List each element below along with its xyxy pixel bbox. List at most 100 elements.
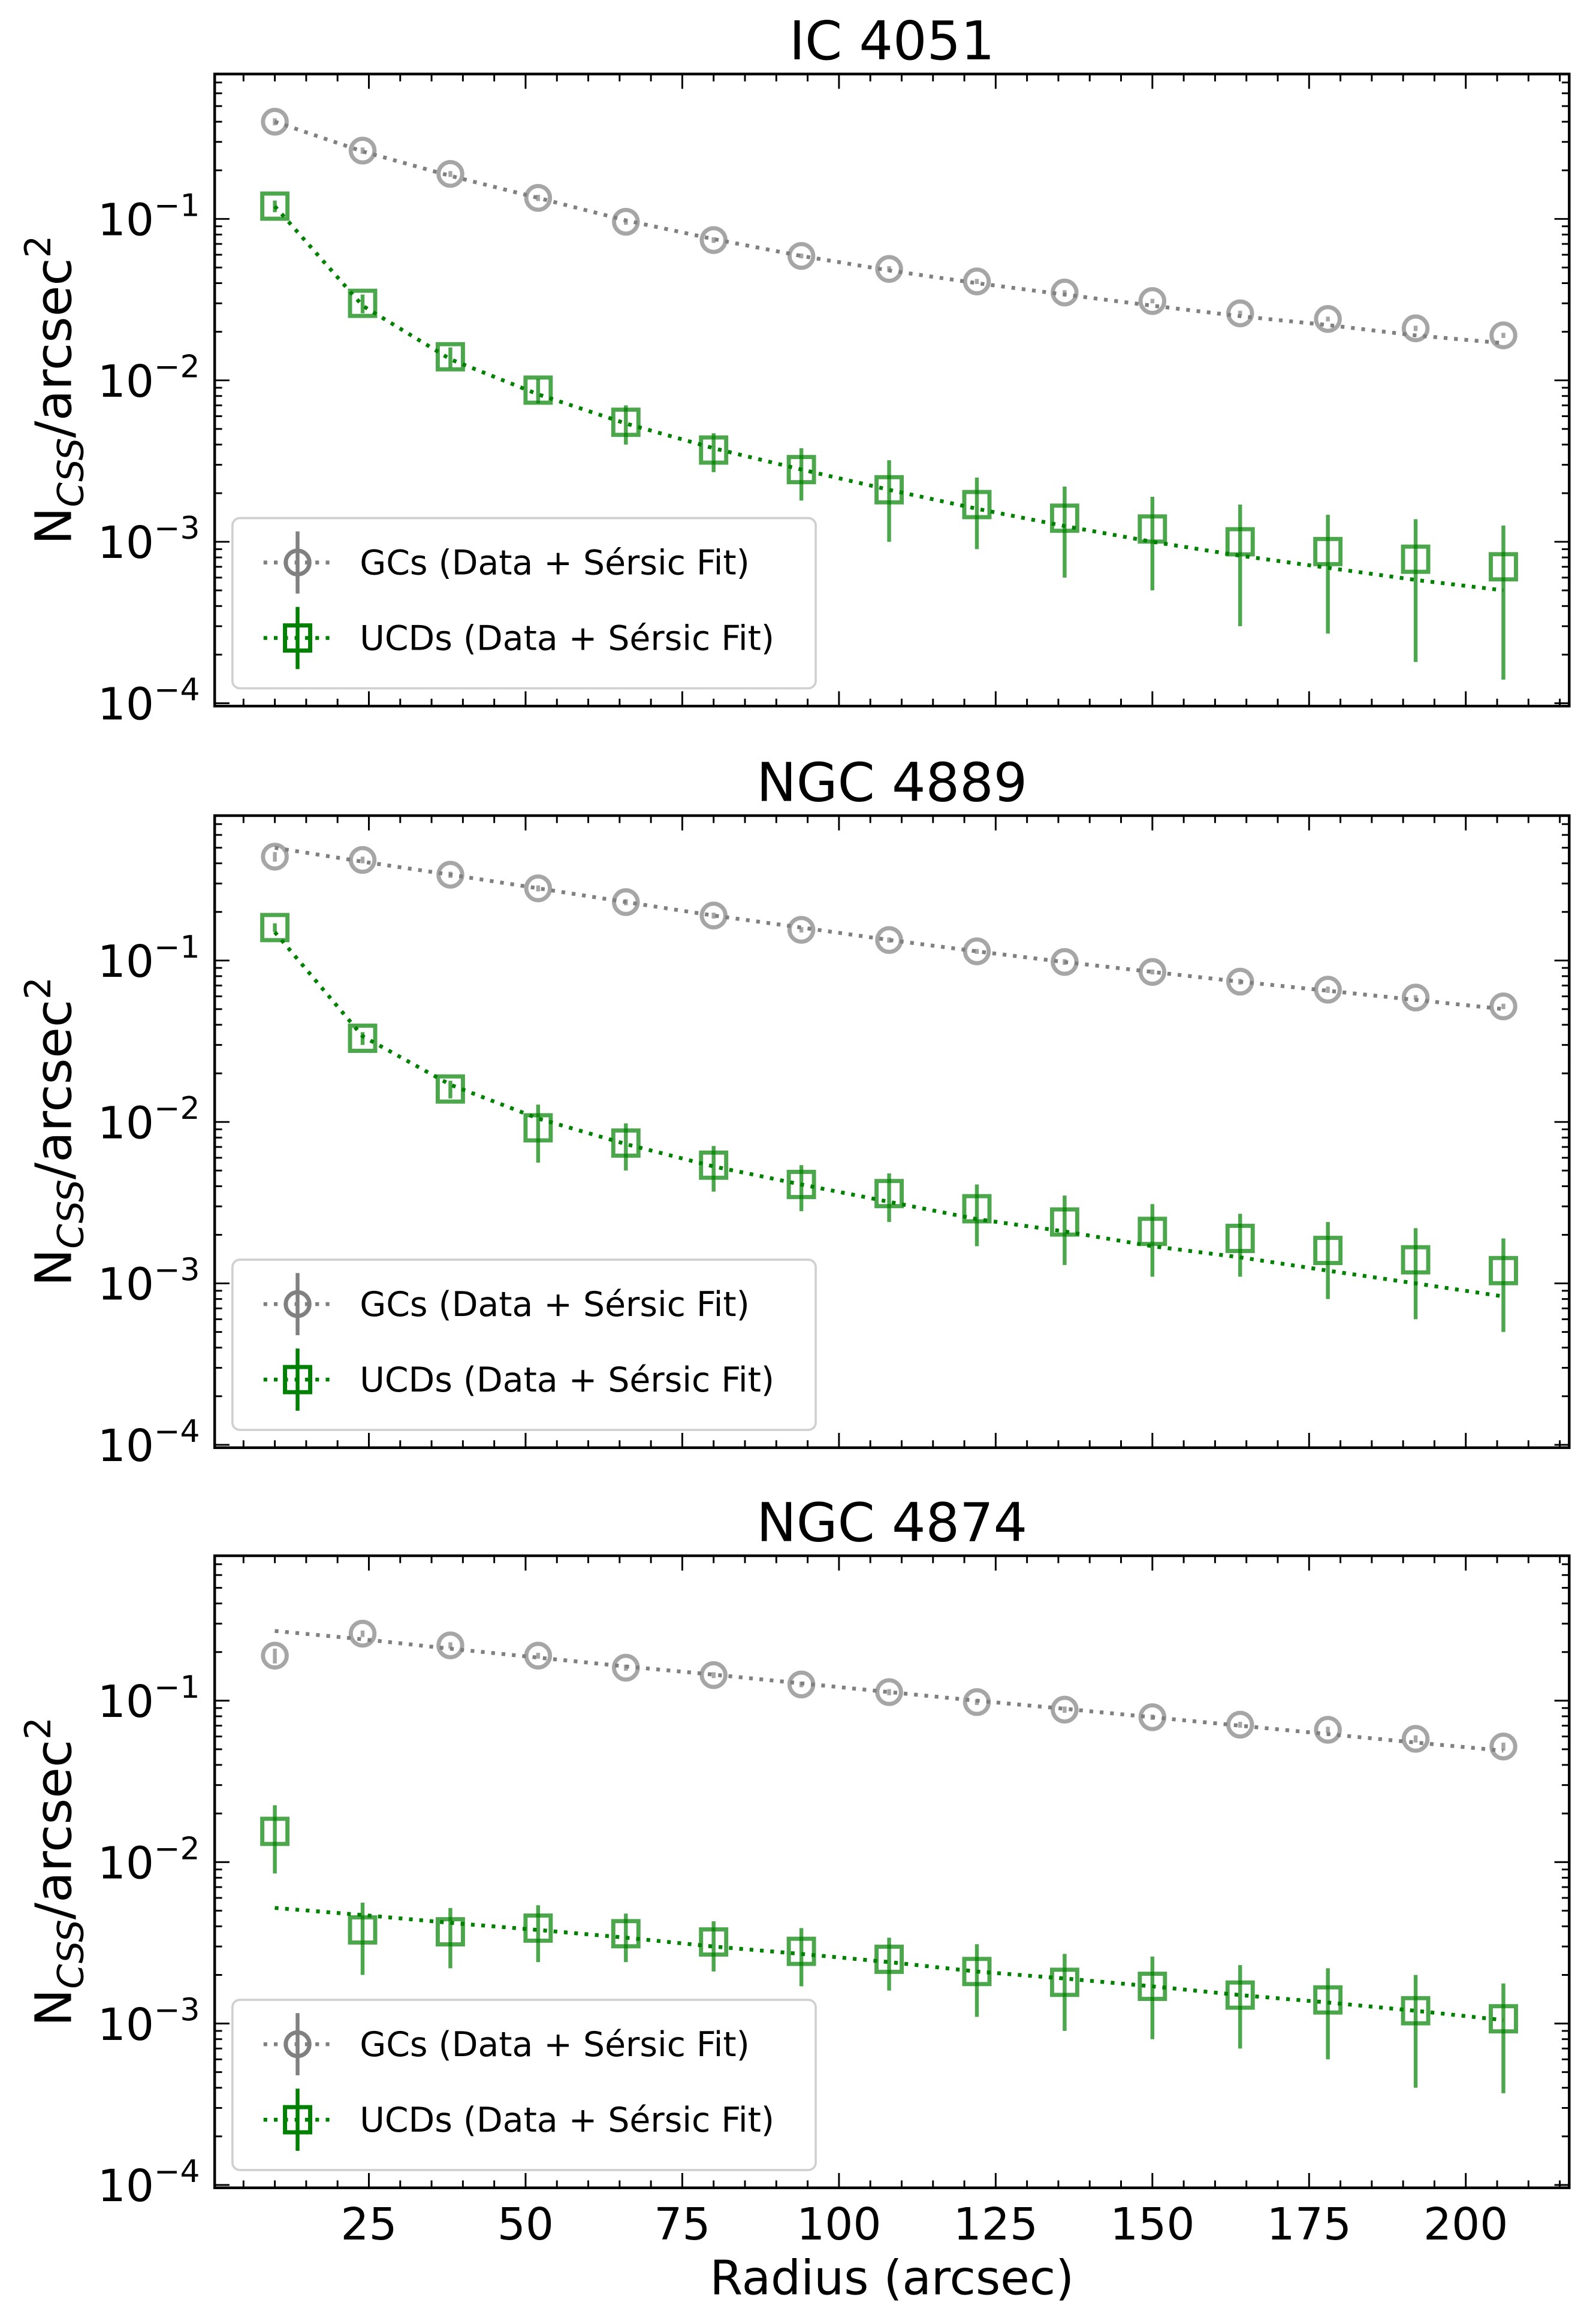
legend-label: UCDs (Data + Sérsic Fit) <box>360 2100 774 2140</box>
y-tick-label: 10−2 <box>98 1091 200 1149</box>
data-point-circle <box>524 1641 553 1670</box>
legend-entry-ucds: UCDs (Data + Sérsic Fit) <box>263 2088 774 2151</box>
tick-base: 10 <box>98 1837 154 1889</box>
legend-entry-gcs: GCs (Data + Sérsic Fit) <box>263 1273 750 1335</box>
tick-exponent: −1 <box>154 188 200 224</box>
plot-area <box>260 843 1518 1332</box>
x-axis-label: Radius (arcsec) <box>710 2251 1074 2306</box>
data-point-square <box>699 435 729 465</box>
panel-3: NGC 4874 25 50 75 100 125 150 175 200 Radius (arc… <box>17 1491 1571 2306</box>
series-ucds <box>260 913 1518 1332</box>
data-point-square <box>1049 1967 1079 1997</box>
tick-exponent: −3 <box>154 1993 200 2029</box>
y-label-sub: CSS <box>50 1179 91 1249</box>
data-point-square <box>1225 527 1255 557</box>
data-point-square <box>1489 1255 1518 1285</box>
tick-exponent: −4 <box>154 1414 200 1450</box>
data-point-square <box>435 1074 465 1104</box>
y-axis-label: NCSS/arcsec2 <box>17 1717 91 2026</box>
data-point-square <box>962 1194 992 1224</box>
y-label-sub: CSS <box>50 438 91 508</box>
data-point-circle <box>348 846 377 874</box>
legend-square-icon <box>283 2105 312 2135</box>
y-tick-label: 10−2 <box>98 349 200 408</box>
legend-label: GCs (Data + Sérsic Fit) <box>360 2025 750 2065</box>
series-ucds <box>260 191 1518 680</box>
tick-base: 10 <box>98 1676 154 1728</box>
data-point-circle <box>1489 321 1517 349</box>
data-point-square <box>1138 514 1167 544</box>
series-ucds <box>260 1805 1518 2093</box>
series-gcs <box>261 1619 1517 1761</box>
data-point-square <box>1401 1245 1431 1275</box>
tick-exponent: −4 <box>154 2154 200 2190</box>
data-point-square <box>1401 544 1431 574</box>
data-point-square <box>1225 1980 1255 2010</box>
data-point-circle <box>1314 305 1342 333</box>
data-point-circle <box>963 937 991 965</box>
data-point-circle <box>524 183 553 212</box>
data-point-circle <box>348 137 377 165</box>
series-gcs <box>261 107 1517 349</box>
data-point-square <box>523 375 553 405</box>
legend-label: GCs (Data + Sérsic Fit) <box>360 1285 750 1324</box>
data-point-square <box>786 1936 816 1966</box>
y-tick-label: 10−3 <box>98 1993 200 2051</box>
legend-label: GCs (Data + Sérsic Fit) <box>360 543 750 582</box>
y-axis-label: NCSS/arcsec2 <box>17 236 91 545</box>
legend-box <box>231 1258 817 1431</box>
x-tick-label: 50 <box>497 2199 554 2250</box>
x-tick-label: 125 <box>954 2199 1038 2250</box>
data-point-square <box>962 490 992 520</box>
data-point-circle <box>1401 983 1430 1012</box>
data-point-circle <box>787 242 816 270</box>
data-point-circle <box>963 1688 991 1716</box>
data-point-square <box>874 1944 904 1974</box>
legend-circle-icon <box>283 2030 312 2059</box>
y-tick-label: 10−1 <box>98 929 200 988</box>
data-point-circle <box>1138 958 1167 986</box>
data-point-circle <box>1314 976 1342 1004</box>
data-point-circle <box>1226 299 1254 328</box>
y-tick-label: 10−2 <box>98 1831 200 1889</box>
sersic-fit-line <box>273 931 1504 1299</box>
y-tick-label: 10−4 <box>98 1414 200 1472</box>
y-label-rest: /arcsec <box>25 1740 83 1919</box>
y-tick-label: 10−4 <box>98 672 200 731</box>
data-point-square <box>1489 552 1518 582</box>
y-label-sup: 2 <box>17 236 59 258</box>
data-point-square <box>611 1919 641 1949</box>
data-point-square <box>786 455 816 485</box>
data-point-square <box>348 1915 378 1945</box>
y-label-rest: /arcsec <box>25 258 83 437</box>
data-point-square <box>260 1816 290 1846</box>
y-label-sub: CSS <box>50 1919 91 1989</box>
y-label-rest: /arcsec <box>25 1000 83 1179</box>
tick-base: 10 <box>98 2160 154 2212</box>
axes-frame <box>213 73 1571 708</box>
data-point-circle <box>699 226 728 254</box>
data-point-circle <box>1489 1733 1517 1761</box>
data-point-circle <box>875 1678 903 1706</box>
legend-circle-icon <box>283 1290 312 1318</box>
data-point-circle <box>1314 1716 1342 1744</box>
data-point-circle <box>787 1670 816 1699</box>
tick-base: 10 <box>98 1259 154 1311</box>
data-point-square <box>874 475 904 505</box>
series-gcs <box>261 843 1517 1021</box>
tick-exponent: −1 <box>154 1670 200 1706</box>
x-tick-label: 200 <box>1423 2199 1508 2250</box>
y-tick-label: 10−1 <box>98 1670 200 1728</box>
tick-base: 10 <box>98 1097 154 1149</box>
tick-exponent: −3 <box>154 1252 200 1288</box>
data-point-circle <box>436 159 464 188</box>
data-point-square <box>260 913 290 943</box>
legend: GCs (Data + Sérsic Fit) UCDs (Data + Sérs… <box>231 1999 817 2171</box>
tick-base: 10 <box>98 356 154 408</box>
sersic-fit-line <box>273 204 1504 593</box>
x-tick-label: 100 <box>796 2199 881 2250</box>
tick-exponent: −2 <box>154 1831 200 1867</box>
tick-base: 10 <box>98 1999 154 2051</box>
data-point-circle <box>787 916 816 944</box>
